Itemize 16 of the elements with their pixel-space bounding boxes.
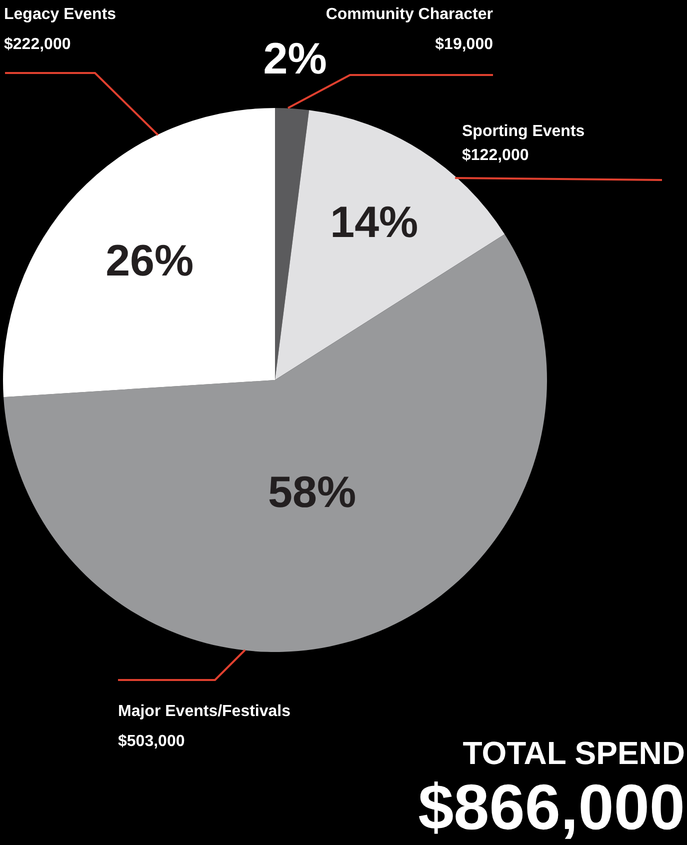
slice-label: Major Events/Festivals — [118, 702, 291, 722]
text: TOTAL SPEND — [462, 735, 685, 772]
text: $222,000 — [4, 35, 71, 55]
data-label: 14% — [330, 198, 418, 247]
slice-label: Sporting Events — [462, 122, 585, 142]
pie-slice — [4, 108, 275, 398]
slice-label: Community Character — [326, 5, 493, 25]
text: $866,000 — [418, 770, 685, 844]
text: $19,000 — [435, 35, 493, 55]
pie-slice — [275, 108, 310, 380]
slice-label: Legacy Events — [4, 5, 116, 25]
text: $503,000 — [118, 732, 185, 752]
data-label: 58% — [268, 468, 356, 518]
data-label: 26% — [106, 236, 194, 286]
text: $122,000 — [462, 146, 529, 166]
data-label: 2% — [263, 34, 327, 84]
